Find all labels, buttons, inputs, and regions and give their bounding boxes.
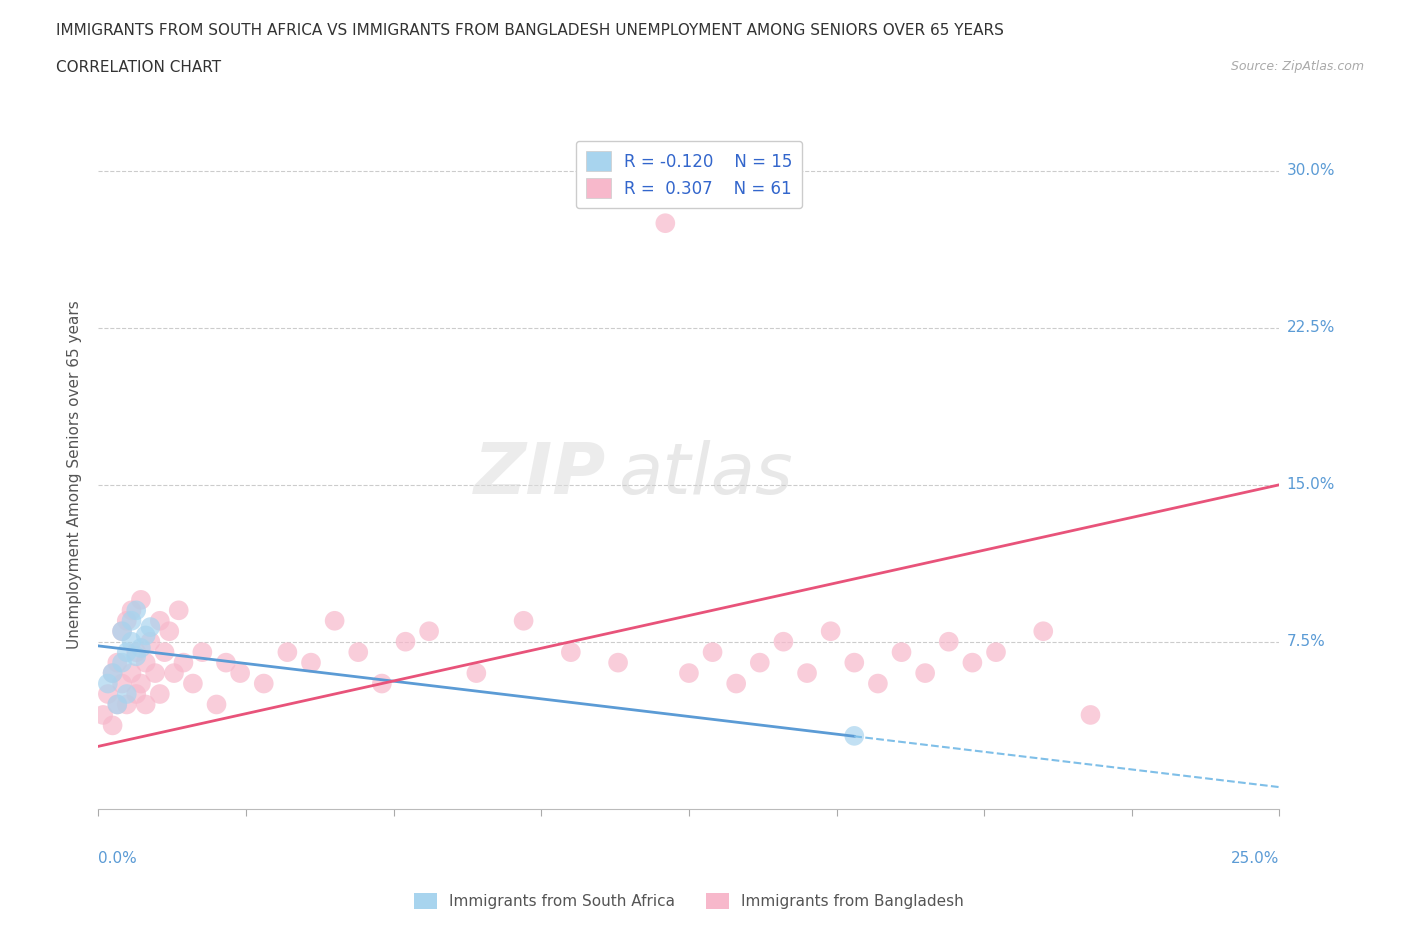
Point bbox=[125, 649, 148, 664]
Point bbox=[772, 634, 794, 649]
Point bbox=[115, 614, 138, 629]
Point bbox=[890, 644, 912, 659]
Point bbox=[139, 634, 162, 649]
Point bbox=[153, 644, 176, 659]
Point bbox=[115, 686, 138, 701]
Text: 22.5%: 22.5% bbox=[1286, 320, 1334, 336]
Point bbox=[1032, 624, 1054, 639]
Point bbox=[914, 666, 936, 681]
Point bbox=[111, 624, 134, 639]
Point bbox=[866, 676, 889, 691]
Point bbox=[748, 655, 770, 670]
Point bbox=[163, 666, 186, 681]
Point bbox=[105, 698, 128, 712]
Point bbox=[796, 666, 818, 681]
Point bbox=[129, 592, 152, 607]
Point bbox=[105, 698, 128, 712]
Point bbox=[394, 634, 416, 649]
Text: CORRELATION CHART: CORRELATION CHART bbox=[56, 60, 221, 75]
Legend: R = -0.120    N = 15, R =  0.307    N = 61: R = -0.120 N = 15, R = 0.307 N = 61 bbox=[575, 141, 803, 208]
Text: 25.0%: 25.0% bbox=[1232, 851, 1279, 866]
Text: 15.0%: 15.0% bbox=[1286, 477, 1334, 492]
Point bbox=[215, 655, 238, 670]
Point bbox=[105, 655, 128, 670]
Point bbox=[121, 634, 143, 649]
Point bbox=[820, 624, 842, 639]
Text: 0.0%: 0.0% bbox=[98, 851, 138, 866]
Point bbox=[115, 698, 138, 712]
Point bbox=[135, 655, 157, 670]
Point bbox=[125, 644, 148, 659]
Point bbox=[172, 655, 194, 670]
Point bbox=[157, 624, 180, 639]
Point bbox=[129, 676, 152, 691]
Text: IMMIGRANTS FROM SOUTH AFRICA VS IMMIGRANTS FROM BANGLADESH UNEMPLOYMENT AMONG SE: IMMIGRANTS FROM SOUTH AFRICA VS IMMIGRAN… bbox=[56, 23, 1004, 38]
Text: Source: ZipAtlas.com: Source: ZipAtlas.com bbox=[1230, 60, 1364, 73]
Point bbox=[229, 666, 252, 681]
Text: 30.0%: 30.0% bbox=[1286, 164, 1334, 179]
Point bbox=[91, 708, 114, 723]
Point bbox=[560, 644, 582, 659]
Point bbox=[299, 655, 322, 670]
Point bbox=[962, 655, 984, 670]
Point bbox=[347, 644, 370, 659]
Point bbox=[418, 624, 440, 639]
Text: atlas: atlas bbox=[619, 440, 793, 509]
Point bbox=[654, 216, 676, 231]
Point bbox=[125, 686, 148, 701]
Point bbox=[149, 686, 172, 701]
Point bbox=[143, 666, 166, 681]
Point bbox=[844, 655, 866, 670]
Point bbox=[276, 644, 298, 659]
Point bbox=[139, 619, 162, 634]
Point bbox=[191, 644, 214, 659]
Point bbox=[984, 644, 1007, 659]
Point bbox=[465, 666, 488, 681]
Point bbox=[607, 655, 630, 670]
Point bbox=[323, 614, 346, 629]
Point bbox=[181, 676, 204, 691]
Point bbox=[97, 676, 120, 691]
Point bbox=[125, 603, 148, 618]
Point bbox=[725, 676, 748, 691]
Point bbox=[149, 614, 172, 629]
Point bbox=[1080, 708, 1102, 723]
Point bbox=[167, 603, 190, 618]
Text: ZIP: ZIP bbox=[474, 440, 606, 509]
Point bbox=[101, 718, 124, 733]
Point bbox=[101, 666, 124, 681]
Point bbox=[371, 676, 394, 691]
Point bbox=[121, 603, 143, 618]
Point bbox=[135, 628, 157, 643]
Text: 7.5%: 7.5% bbox=[1286, 634, 1326, 649]
Point bbox=[121, 666, 143, 681]
Point bbox=[253, 676, 276, 691]
Point bbox=[205, 698, 228, 712]
Point bbox=[101, 666, 124, 681]
Point bbox=[678, 666, 700, 681]
Y-axis label: Unemployment Among Seniors over 65 years: Unemployment Among Seniors over 65 years bbox=[67, 300, 83, 649]
Point bbox=[129, 641, 152, 656]
Point bbox=[97, 686, 120, 701]
Point bbox=[111, 676, 134, 691]
Point bbox=[938, 634, 960, 649]
Point bbox=[844, 728, 866, 743]
Point bbox=[115, 644, 138, 659]
Point bbox=[702, 644, 724, 659]
Point bbox=[135, 698, 157, 712]
Point bbox=[121, 614, 143, 629]
Point bbox=[512, 614, 534, 629]
Point bbox=[111, 655, 134, 670]
Point bbox=[111, 624, 134, 639]
